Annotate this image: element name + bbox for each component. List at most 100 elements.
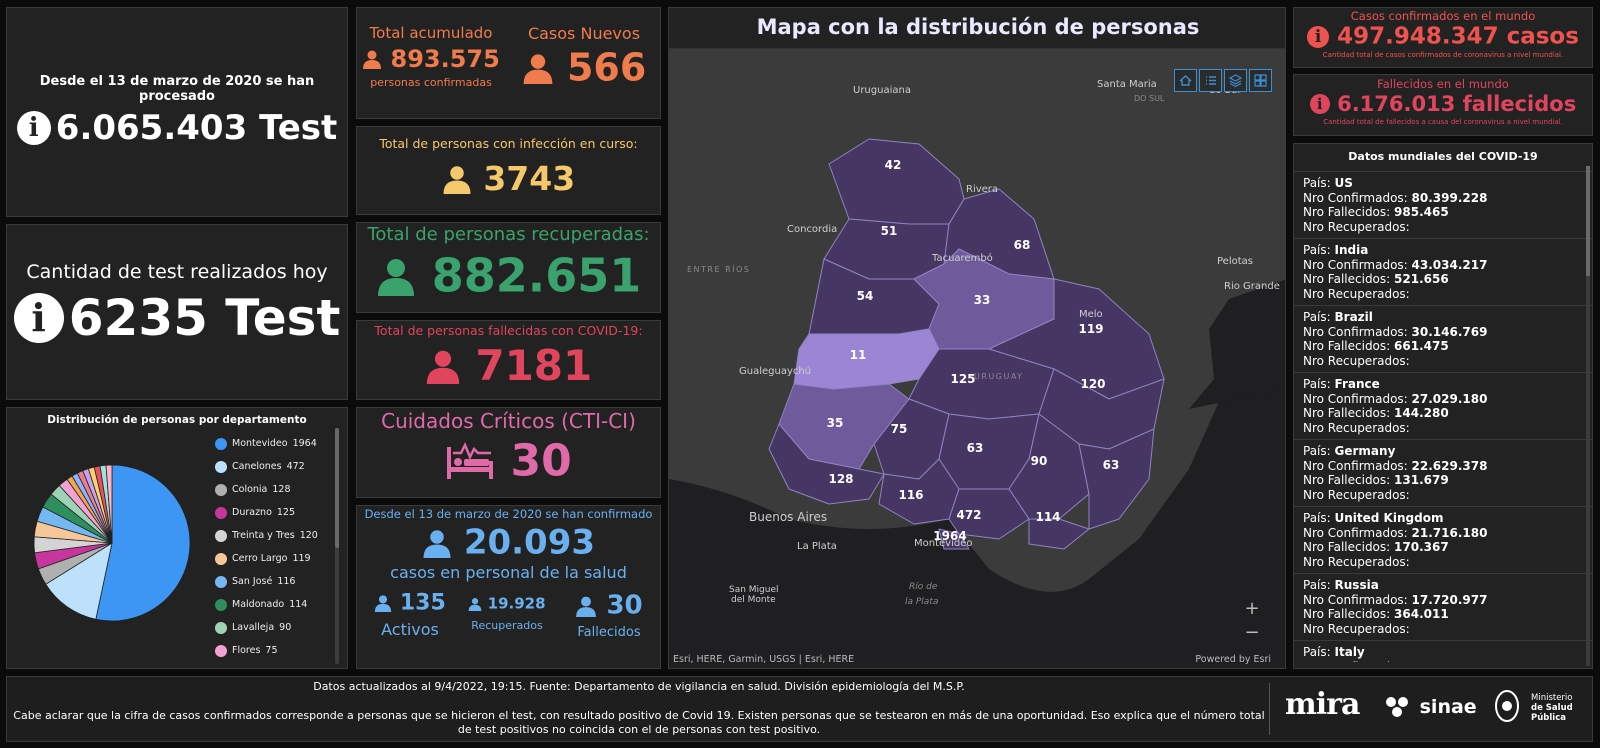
country-name: País: US: [1303, 176, 1583, 191]
country-deaths: Nro Fallecidos: 144.280: [1303, 406, 1583, 421]
country-confirmed: Nro Confirmados: 27.029.180: [1303, 392, 1583, 407]
infeccion-value: 3743: [483, 159, 576, 198]
salud-activos-label: Activos: [381, 619, 439, 639]
salud-recuperados: 19.928 Recuperados: [457, 594, 557, 632]
world-deaths-label: Fallecidos en el mundo: [1377, 77, 1509, 91]
legend-item[interactable]: Durazno 125: [215, 501, 327, 524]
info-icon: i: [1309, 94, 1330, 114]
countries-scrollbar-thumb[interactable]: [1586, 166, 1590, 276]
salud-row: 20.093: [357, 521, 660, 563]
total-acumulado-label: Total acumulado: [369, 24, 493, 42]
count-soriano: 35: [827, 416, 844, 430]
world-cases-sublabel: Cantidad total de casos confirmados de c…: [1322, 50, 1564, 59]
country-recovered-label: Nro Recuperados:: [1303, 219, 1410, 234]
tests-total-value: 6.065.403 Test: [55, 108, 338, 148]
zoom-out-button[interactable]: −: [1244, 622, 1260, 643]
map-layers-button[interactable]: [1224, 69, 1247, 92]
legend-scrollbar-thumb[interactable]: [335, 428, 339, 548]
legend-item[interactable]: Colonia 128: [215, 478, 327, 501]
map-home-button[interactable]: [1174, 69, 1197, 92]
legend-value: 125: [276, 507, 296, 518]
legend-item[interactable]: Maldonado 114: [215, 593, 327, 616]
country-deaths-value: 131.679: [1394, 473, 1449, 487]
salud-fallecidos: 30 Fallecidos: [559, 590, 659, 640]
country-confirmed: Nro Confirmados: 30.146.769: [1303, 325, 1583, 340]
fallecidas-label: Total de personas fallecidas con COVID-1…: [374, 323, 643, 338]
legend-value: 75: [265, 645, 278, 656]
legend-item[interactable]: Canelones 472: [215, 455, 327, 478]
sinae-icon: [1386, 697, 1408, 717]
pie-slice[interactable]: [95, 464, 191, 622]
legend-scrollbar[interactable]: [335, 428, 339, 664]
count-salto: 51: [881, 224, 898, 238]
map-basemap-button[interactable]: [1249, 69, 1272, 92]
count-rio-negro: 11: [850, 348, 867, 362]
country-deaths: Nro Fallecidos: 521.656: [1303, 272, 1583, 287]
world-cases-panel: Casos confirmados en el mundo i 497.948.…: [1293, 7, 1593, 68]
country-name-label: País:: [1303, 444, 1331, 458]
pie-title: Distribución de personas por departament…: [47, 414, 307, 426]
world-deaths-panel: Fallecidos en el mundo i 6.176.013 falle…: [1293, 74, 1593, 136]
dept-rio-negro: [793, 328, 940, 390]
country-deaths-value: 144.280: [1394, 406, 1449, 420]
country-deaths: Nro Fallecidos: 131.679: [1303, 473, 1583, 488]
map-powered-by[interactable]: Powered by Esri: [1195, 654, 1271, 665]
country-confirmed: Nro Confirmados: 21.716.180: [1303, 526, 1583, 541]
place-buenos-aires: Buenos Aires: [749, 510, 827, 524]
map-panel: Mapa con la distribución de personas: [668, 7, 1286, 669]
legend-swatch: [215, 483, 227, 496]
country-name-label: País:: [1303, 176, 1331, 190]
countries-scrollbar[interactable]: [1586, 166, 1590, 666]
country-item[interactable]: País: India Nro Confirmados: 43.034.217 Nr…: [1294, 239, 1592, 306]
country-item[interactable]: País: Russia Nro Confirmados: 17.720.977 N…: [1294, 574, 1592, 641]
country-item[interactable]: País: US Nro Confirmados: 80.399.228 Nro F…: [1294, 172, 1592, 239]
country-item[interactable]: País: France Nro Confirmados: 27.029.180 N…: [1294, 373, 1592, 440]
pie-slice[interactable]: [45, 542, 113, 620]
country-deaths-label: Nro Fallecidos:: [1303, 406, 1391, 420]
country-item[interactable]: País: United Kingdom Nro Confirmados: 21.…: [1294, 507, 1592, 574]
legend-label: Lavalleja: [232, 622, 275, 633]
country-name: País: United Kingdom: [1303, 511, 1583, 526]
pie-legend: Montevideo 1964 Canelones 472 Colonia 128 Dura…: [215, 432, 327, 662]
person-icon: [363, 50, 382, 69]
country-item[interactable]: País: ItalyNro Confirmados: 15.238.128Nr…: [1294, 641, 1592, 662]
fallecidas-row: 7181: [357, 338, 660, 390]
country-confirmed-label: Nro Confirmados:: [1303, 592, 1408, 607]
country-confirmed-label: Nro Confirmados:: [1303, 257, 1408, 272]
legend-item[interactable]: Lavalleja 90: [215, 616, 327, 639]
country-item[interactable]: País: Brazil Nro Confirmados: 30.146.769 N…: [1294, 306, 1592, 373]
legend-item[interactable]: Treinta y Tres 120: [215, 524, 327, 547]
map-canvas[interactable]: Uruguaiana Santa Maria DO SUL do Sul Riv…: [669, 49, 1286, 669]
salud-panel: Desde el 13 de marzo de 2020 se han conf…: [356, 505, 661, 669]
legend-label: Treinta y Tres: [232, 530, 295, 541]
pie-slice[interactable]: [105, 464, 113, 544]
zoom-in-button[interactable]: +: [1244, 598, 1260, 619]
legend-label: San José: [232, 576, 273, 587]
legend-item[interactable]: Cerro Largo 119: [215, 547, 327, 570]
legend-item[interactable]: San José 116: [215, 570, 327, 593]
country-confirmed-label: Nro Confirmados:: [1303, 324, 1408, 339]
legend-item[interactable]: Flores 75: [215, 639, 327, 662]
place-san-miguel: San Miguel: [729, 585, 779, 595]
countries-list[interactable]: País: US Nro Confirmados: 80.399.228 Nro F…: [1294, 172, 1592, 662]
country-item[interactable]: País: Germany Nro Confirmados: 22.629.378…: [1294, 440, 1592, 507]
casos-nuevos-row: 566: [509, 43, 659, 90]
count-rocha: 63: [1103, 458, 1120, 472]
legend-swatch: [215, 644, 227, 657]
place-pelotas: Pelotas: [1217, 256, 1253, 267]
legend-item[interactable]: Montevideo 1964: [215, 432, 327, 455]
footer-divider: [1269, 683, 1270, 735]
map-legend-button[interactable]: [1199, 69, 1222, 92]
recuperadas-value: 882.651: [431, 248, 642, 303]
place-rio-de: Río de: [909, 582, 938, 592]
place-entre-rios: ENTRE RÍOS: [687, 263, 750, 274]
country-name: País: France: [1303, 377, 1583, 392]
legend-swatch: [215, 506, 227, 519]
count-paysandu: 54: [857, 289, 874, 303]
salud-fallecidos-label: Fallecidos: [577, 624, 641, 640]
cti-label: Cuidados Críticos (CTI-CI): [381, 409, 636, 433]
world-deaths-row: i 6.176.013 fallecidos: [1294, 91, 1592, 116]
legend-label: Flores: [232, 645, 261, 656]
casos-nuevos-label: Casos Nuevos: [527, 24, 641, 43]
place-santa-maria: Santa Maria: [1097, 79, 1157, 90]
